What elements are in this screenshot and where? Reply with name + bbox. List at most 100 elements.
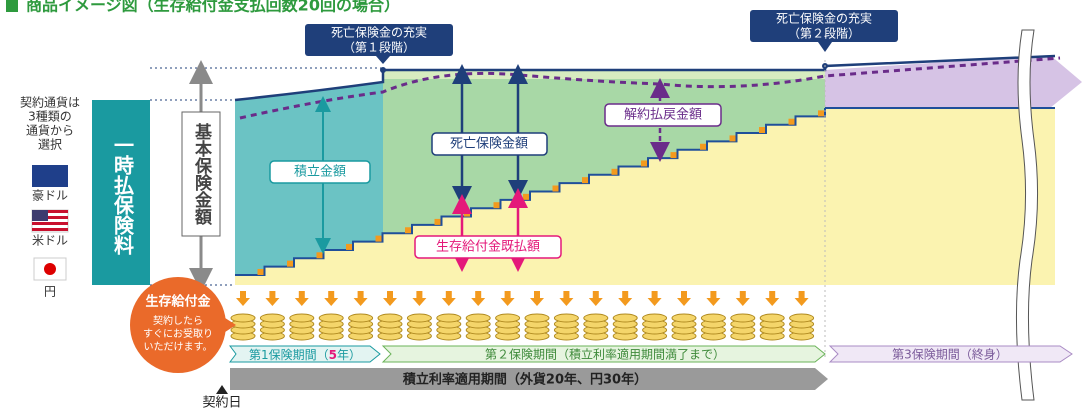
step-dot bbox=[523, 194, 529, 200]
step-dot bbox=[258, 269, 264, 275]
survival-text: 契約したら bbox=[153, 314, 203, 327]
payout-arrow bbox=[501, 291, 515, 306]
coin bbox=[790, 314, 814, 322]
currency-note: 選択 bbox=[38, 138, 62, 152]
period2-label: 第２保険期間（積立利率適用期間満了まで） bbox=[485, 347, 725, 362]
contract-date: 契約日 bbox=[202, 396, 241, 410]
step-dot bbox=[700, 144, 706, 150]
step-dot bbox=[759, 127, 765, 133]
coin bbox=[760, 314, 784, 322]
step-dot bbox=[789, 119, 795, 125]
step-dot bbox=[671, 152, 677, 158]
step-dot bbox=[346, 244, 352, 250]
payout-arrow bbox=[412, 291, 426, 306]
callout-text: （第２段階） bbox=[788, 26, 860, 41]
period1-label: 第1保険期間（5年） bbox=[249, 348, 361, 362]
callout-text: （第１段階） bbox=[343, 40, 415, 55]
coin bbox=[231, 314, 255, 322]
step-dot bbox=[376, 236, 382, 242]
coin bbox=[407, 314, 431, 322]
step-dot bbox=[435, 219, 441, 225]
contract-marker bbox=[216, 385, 228, 394]
currency-note: 契約通貨は bbox=[20, 95, 80, 110]
coin bbox=[437, 314, 461, 322]
death-label: 死亡保険金額 bbox=[450, 137, 528, 152]
callout-text: 死亡保険金の充実 bbox=[331, 26, 427, 40]
survival-text: いただけます。 bbox=[144, 341, 213, 353]
currency-note: 通貨から bbox=[26, 123, 74, 138]
step-dot bbox=[464, 211, 470, 217]
payout-arrow bbox=[471, 291, 485, 306]
payout-arrow bbox=[383, 291, 397, 306]
flag-us bbox=[32, 210, 68, 232]
coin bbox=[496, 314, 520, 322]
title: 商品イメージ図（生存給付金支払回数20回の場合） bbox=[26, 0, 400, 15]
reserve-label: 積立金額 bbox=[294, 165, 346, 180]
payout-arrow bbox=[295, 291, 309, 306]
coin bbox=[672, 314, 696, 322]
premium-label: 一時払保険料 bbox=[111, 135, 135, 256]
period1-text: 第1保険期間（ bbox=[249, 348, 329, 362]
payout-arrow bbox=[706, 291, 720, 306]
coin bbox=[466, 314, 490, 322]
payout-arrow bbox=[354, 291, 368, 306]
accumulation-label: 積立利率適用期間（外貨20年、円30年） bbox=[402, 372, 647, 388]
coin bbox=[378, 314, 402, 322]
currency-option: 円 bbox=[44, 285, 56, 299]
payout-arrow bbox=[677, 291, 691, 306]
payout-arrow bbox=[236, 291, 250, 306]
step-dot bbox=[730, 135, 736, 141]
payout-arrow bbox=[736, 291, 750, 306]
coin bbox=[554, 314, 578, 322]
payout-arrow bbox=[324, 291, 338, 306]
payout-arrow bbox=[559, 291, 573, 306]
period1-text: 年） bbox=[337, 348, 361, 362]
coin bbox=[613, 314, 637, 322]
payout-arrow bbox=[265, 291, 279, 306]
surrender-label: 解約払戻金額 bbox=[624, 108, 702, 123]
step-dot bbox=[818, 110, 824, 116]
period1-years: 5 bbox=[329, 348, 337, 362]
callout-stage1: 死亡保険金の充実 （第１段階） bbox=[305, 24, 453, 64]
payout-arrow bbox=[618, 291, 632, 306]
step-dot bbox=[317, 252, 323, 258]
step-dot bbox=[582, 177, 588, 183]
paid-label: 生存給付金既払額 bbox=[436, 240, 540, 255]
currency-option: 豪ドル bbox=[32, 188, 68, 203]
step-dot bbox=[641, 160, 647, 166]
currency-option: 米ドル bbox=[32, 234, 68, 248]
step-dot bbox=[553, 186, 559, 192]
period3-region bbox=[825, 55, 1082, 108]
diagram: 商品イメージ図（生存給付金支払回数20回の場合） 死亡保険金の充実 （第１段階）… bbox=[0, 0, 1090, 410]
step-dot bbox=[494, 202, 500, 208]
step-dot bbox=[612, 169, 618, 175]
survival-title: 生存給付金 bbox=[145, 294, 211, 310]
currency-note: 3種類の bbox=[28, 110, 72, 124]
coin bbox=[584, 314, 608, 322]
survival-text: すぐにお受取り bbox=[143, 328, 213, 340]
callout-stage2: 死亡保険金の充実 （第２段階） bbox=[750, 10, 898, 52]
callout-text: 死亡保険金の充実 bbox=[776, 12, 872, 26]
period3-label: 第3保険期間（終身） bbox=[892, 347, 1008, 362]
title-bullet bbox=[6, 0, 18, 12]
coin bbox=[319, 314, 343, 322]
coin bbox=[643, 314, 667, 322]
payout-arrow bbox=[795, 291, 809, 306]
callout-pointer bbox=[818, 42, 832, 52]
payout-arrow bbox=[442, 291, 456, 306]
coin bbox=[290, 314, 314, 322]
payout-arrow bbox=[530, 291, 544, 306]
coin bbox=[260, 314, 284, 322]
payout-arrow bbox=[765, 291, 779, 306]
payout-arrow bbox=[648, 291, 662, 306]
step-dot bbox=[287, 261, 293, 267]
flag-canton bbox=[32, 210, 48, 221]
flag-stripe bbox=[32, 222, 68, 225]
flag-stripe bbox=[32, 228, 68, 231]
flag-jp-circle bbox=[44, 263, 56, 275]
flag-au bbox=[32, 165, 68, 187]
callout-pointer bbox=[376, 56, 390, 64]
coin bbox=[701, 314, 725, 322]
coin bbox=[525, 314, 549, 322]
basic-amount-label: 基本保険金額 bbox=[191, 122, 213, 226]
